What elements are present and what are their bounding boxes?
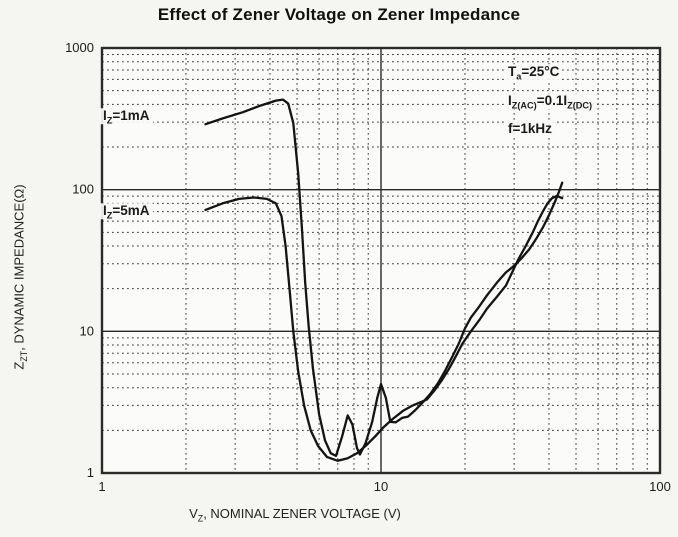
label-text: =5mA: [112, 203, 150, 219]
y-axis-label: ZZT, DYNAMIC IMPEDANCE(Ω): [11, 184, 29, 370]
y-tick-100: 100: [72, 182, 94, 197]
x-tick-10: 10: [374, 479, 388, 494]
subscript-text: Z(DC): [567, 100, 593, 111]
x-axis-label: VZ, NOMINAL ZENER VOLTAGE (V): [189, 506, 401, 524]
tick-labels: 1 10 100 1000 1 10 100: [65, 40, 671, 494]
label-text: , NOMINAL ZENER VOLTAGE (V): [203, 506, 401, 521]
curve-iz-1ma: [204, 98, 564, 458]
y-tick-1000: 1000: [65, 40, 94, 55]
label-text: I: [103, 203, 107, 219]
subscript-text: ZT: [18, 350, 29, 362]
subscript-text: Z: [197, 513, 204, 524]
curve-label-iz-1ma: IZ=1mA: [100, 108, 153, 126]
subscript-text: a: [516, 71, 522, 82]
minor-gridlines: [102, 48, 660, 473]
x-tick-1: 1: [98, 479, 105, 494]
label-text: I: [103, 108, 107, 124]
label-text: Z: [11, 361, 27, 370]
decade-gridlines: [102, 48, 660, 473]
curve-iz-5ma: [204, 194, 564, 462]
subscript-text: Z: [106, 210, 113, 221]
label-text: V: [189, 506, 198, 521]
label-text: =1mA: [112, 108, 150, 124]
y-tick-1: 1: [87, 465, 94, 480]
subscript-text: Z(AC): [511, 100, 537, 111]
subscript-text: Z: [106, 115, 113, 126]
label-text: f=1kHz: [508, 121, 552, 137]
curve-label-iz-5ma: IZ=5mA: [100, 203, 153, 221]
label-text: =25°C: [521, 64, 560, 80]
annotation-temperature: Ta=25°C: [505, 64, 563, 82]
y-tick-10: 10: [80, 323, 94, 338]
annotation-frequency: f=1kHz: [505, 121, 555, 137]
annotation-test-current: IZ(AC)=0.1IZ(DC): [505, 93, 596, 111]
label-text: =0.1I: [536, 93, 568, 109]
plot-border: [100, 46, 662, 475]
label-text: T: [508, 64, 517, 80]
label-text: , DYNAMIC IMPEDANCE(Ω): [11, 184, 27, 351]
chart-title: Effect of Zener Voltage on Zener Impedan…: [157, 5, 521, 24]
x-tick-100: 100: [649, 479, 671, 494]
label-text: I: [508, 93, 512, 109]
